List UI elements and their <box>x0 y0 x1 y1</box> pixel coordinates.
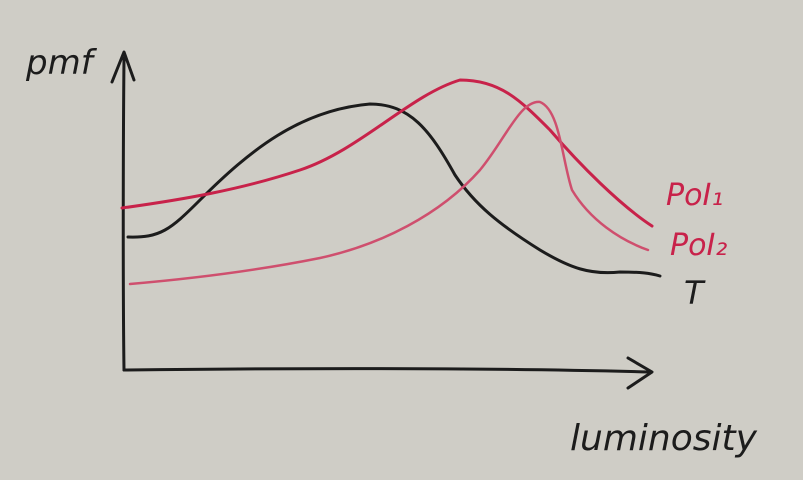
y-axis-arrowhead <box>110 50 136 84</box>
x-axis-arrowhead <box>626 356 654 390</box>
x-axis-line <box>122 367 652 374</box>
curves <box>120 78 662 286</box>
label-t: T <box>684 274 706 312</box>
y-axis-line <box>121 56 126 372</box>
y-axis-label: pmf <box>25 43 98 83</box>
curve-t <box>126 102 662 278</box>
curve-poi1 <box>120 78 654 228</box>
axes <box>110 50 654 390</box>
curve-poi2 <box>128 100 650 286</box>
label-poi1: PoI₁ <box>666 178 723 213</box>
labels: pmf luminosity PoI₁ PoI₂ T <box>25 43 758 459</box>
label-poi2: PoI₂ <box>670 228 727 263</box>
x-axis-label: luminosity <box>570 418 758 459</box>
